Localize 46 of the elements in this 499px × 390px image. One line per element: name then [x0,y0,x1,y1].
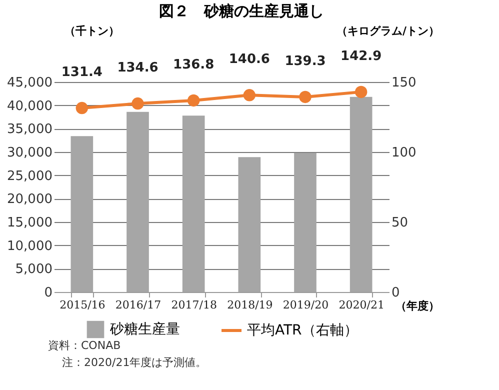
y-tick-label: 40,000 [7,98,52,114]
y-tick-label: 0 [44,286,52,300]
point [132,97,144,110]
y-tick-label: 45,000 [7,76,52,90]
data-label: 142.9 [340,48,382,64]
y-tick-label: 5,000 [15,262,52,278]
point [354,86,368,98]
x-tick-label: 2015/16 [60,298,106,312]
x-tick-label: 2017/18 [171,298,217,312]
y2-axis-title: （キログラム/トン） [336,24,440,38]
y-tick-label: 35,000 [7,122,52,138]
y-tick-label: 25,000 [7,168,52,184]
bar [70,136,94,292]
bar [182,116,205,292]
y-axis-title: （千トン） [64,24,120,38]
bar [294,152,316,292]
data-label: 134.6 [117,60,158,76]
legend-label: 平均ATR（右軸） [247,322,358,338]
y-tick-label: 15,000 [7,216,52,230]
data-label: 140.6 [228,52,270,68]
chart-title: 図２ 砂糖の生産見通し [159,2,324,20]
point [76,102,88,114]
x-tick-label: 2020/21 [338,298,384,312]
data-label: 136.8 [173,57,214,72]
data-label: 139.3 [284,54,326,69]
bar [238,157,261,292]
y2-tick-label: 150 [392,76,416,90]
data-label: 131.4 [61,65,102,80]
x-tick-label: 2018/19 [227,298,273,312]
y-tick-label: 20,000 [7,192,52,208]
text: 注：2020/21年度は予測値。 [61,355,208,371]
bar [350,96,372,292]
y2-tick-label: 0 [392,286,400,300]
text: 資料：CONAB [48,338,122,354]
y2-tick-label: 100 [392,146,416,160]
bar [126,112,149,292]
x-axis-title: （年度） [396,300,440,312]
y2-tick-label: 50 [392,216,408,230]
legend-label: 砂糖生産量 [109,322,180,338]
point [243,89,256,102]
y-tick-label: 10,000 [7,238,52,254]
point [187,94,200,107]
x-tick-label: 2016/17 [115,298,162,312]
point [299,90,312,104]
x-tick-label: 2019/20 [282,298,329,312]
y-tick-label: 30,000 [7,146,52,160]
